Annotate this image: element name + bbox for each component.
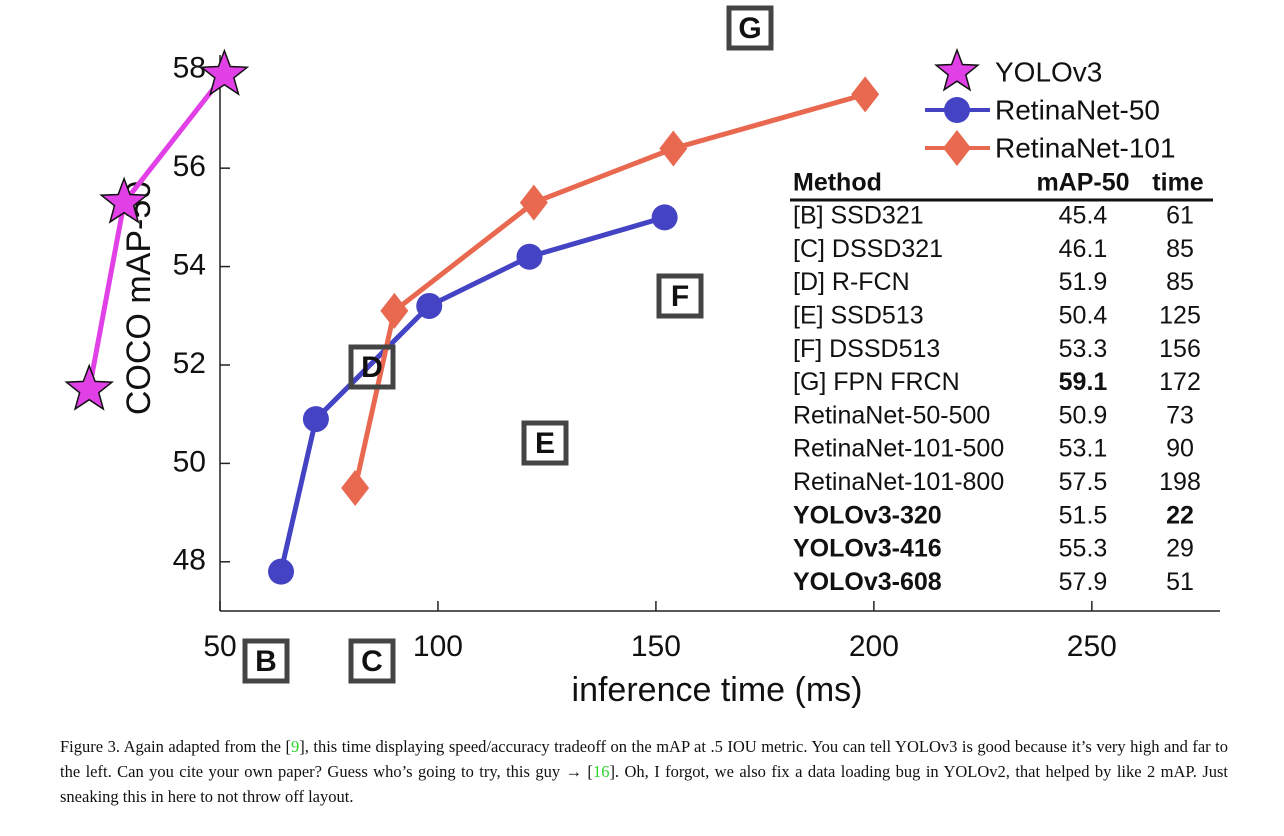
table-cell: 57.5 [1059,468,1108,496]
circle-marker [268,558,295,585]
annotation-box [348,638,396,684]
table-cell: 51 [1166,568,1194,596]
annotation-label: D [361,351,383,384]
y-tick-label: 52 [173,347,206,380]
star-marker [199,48,250,96]
table-cell: 57.9 [1059,568,1108,596]
table-cell: [E] SSD513 [793,302,924,330]
table-cell: 53.3 [1059,335,1108,363]
table-cell: RetinaNet-101-800 [793,468,1004,496]
table-cell: 198 [1159,468,1201,496]
x-axis-label: inference time (ms) [572,671,863,709]
table-header: Method [793,169,882,197]
table-cell: RetinaNet-101-500 [793,435,1004,463]
annotation-label: G [738,12,761,45]
table-cell: 51.9 [1059,268,1108,296]
table-cell: 59.1 [1059,368,1108,396]
annotation-box [726,5,774,51]
table-cell: 125 [1159,302,1201,330]
table-cell: 61 [1166,202,1194,230]
legend-marker [944,97,970,123]
table-cell: YOLOv3-320 [793,501,942,529]
legend-label: RetinaNet-50 [995,94,1160,125]
legend-marker [943,130,971,166]
annotation-label: E [535,427,555,460]
annotation-label: B [255,645,277,678]
annotation-box [242,638,290,684]
series-line [278,214,666,573]
x-tick-label: 100 [413,630,463,663]
circle-marker [302,406,329,433]
y-tick-label: 48 [173,544,206,577]
annotation-label: C [361,645,383,678]
table-cell: 29 [1166,535,1194,563]
diamond-marker [380,292,409,329]
table-cell: YOLOv3-416 [793,535,942,563]
table-cell: 22 [1166,501,1194,529]
table-cell: [F] DSSD513 [793,335,940,363]
table-header: mAP-50 [1036,169,1129,197]
legend-label: YOLOv3 [995,56,1102,87]
x-tick-label: 50 [203,630,236,663]
table-cell: 53.1 [1059,435,1108,463]
circle-marker [651,204,678,231]
table-cell: 50.9 [1059,401,1108,429]
annotation-label: F [671,280,689,313]
circle-marker [516,243,543,270]
circle-marker [416,292,443,319]
y-axis-label: COCO mAP-50 [120,181,158,415]
annotation-box [348,344,396,390]
x-tick-label: 200 [849,630,899,663]
table-cell: RetinaNet-50-500 [793,401,990,429]
table-cell: 172 [1159,368,1201,396]
series-line [352,91,866,489]
table-cell: 51.5 [1059,501,1108,529]
table-cell: 55.3 [1059,535,1108,563]
diamond-marker [341,469,370,506]
caption-text: ]. Oh, I forgot, we also fix a data load… [60,762,1228,806]
table-cell: [C] DSSD321 [793,235,943,263]
table-cell: [D] R-FCN [793,268,910,296]
caption-text: Figure 3. Again adapted from the [ [60,737,291,756]
table-cell: [B] SSD321 [793,202,924,230]
citation[interactable]: 16 [592,762,610,781]
table-cell: 73 [1166,401,1194,429]
diamond-marker [659,130,688,167]
x-tick-label: 150 [631,630,681,663]
legend-label: RetinaNet-101 [995,132,1176,163]
table-cell: YOLOv3-608 [793,568,942,596]
table-cell: 85 [1166,235,1194,263]
caption: Figure 3. Again adapted from the [9], th… [60,734,1228,809]
table-cell: 45.4 [1059,202,1108,230]
star-marker [99,176,149,224]
table-cell: 90 [1166,435,1194,463]
star-marker [64,363,115,411]
y-tick-label: 54 [173,248,206,281]
y-tick-label: 58 [173,52,206,85]
legend-marker [934,47,980,92]
diamond-marker [851,76,880,113]
table-cell: 46.1 [1059,235,1108,263]
y-tick-label: 56 [173,150,206,183]
annotation-box [656,273,704,319]
x-tick-label: 250 [1067,630,1117,663]
citation[interactable]: 9 [290,737,300,756]
diamond-marker [519,184,548,221]
annotation-box [521,420,569,466]
table-cell: 156 [1159,335,1201,363]
table-cell: [G] FPN FRCN [793,368,960,396]
y-tick-label: 50 [173,445,206,478]
chart: inference time (ms) COCO mAP-50 48 50 52 54… [64,5,1220,709]
caption-text: ], this time displaying speed/accuracy t… [60,737,1228,781]
table-cell: 50.4 [1059,302,1108,330]
table-header: time [1152,169,1204,197]
table-cell: 85 [1166,268,1194,296]
